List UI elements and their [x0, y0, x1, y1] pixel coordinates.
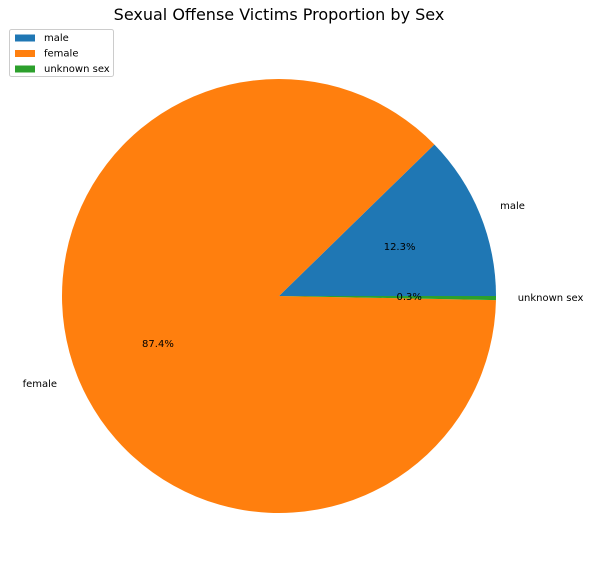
pie-labels: male 12.3% female 87.4% unknown sex 0.3%: [23, 201, 584, 390]
legend-frame: [9, 29, 114, 77]
slice-label-male: male: [500, 201, 525, 212]
legend-swatch-unknown-sex: [15, 65, 35, 73]
legend-swatch-female: [15, 50, 35, 57]
slice-label-female: female: [23, 379, 57, 390]
pie-slice-female: [62, 79, 496, 514]
pie-slice-male: [279, 144, 496, 296]
slice-percent-female: 87.4%: [142, 339, 174, 350]
slice-percent-male: 12.3%: [384, 242, 416, 253]
legend-label-male: male: [44, 33, 69, 44]
legend: male female unknown sex: [9, 29, 114, 77]
pie-slice-unknown-sex: [279, 296, 496, 301]
legend-label-unknown-sex: unknown sex: [44, 64, 110, 75]
legend-swatch-male: [15, 34, 35, 42]
chart-title: Sexual Offense Victims Proportion by Sex: [114, 5, 445, 24]
legend-label-female: female: [44, 49, 78, 60]
legend-items: male female unknown sex: [15, 33, 110, 75]
slice-percent-unknown-sex: 0.3%: [396, 292, 421, 303]
pie-slices: [62, 79, 496, 514]
slice-label-unknown-sex: unknown sex: [518, 293, 584, 304]
